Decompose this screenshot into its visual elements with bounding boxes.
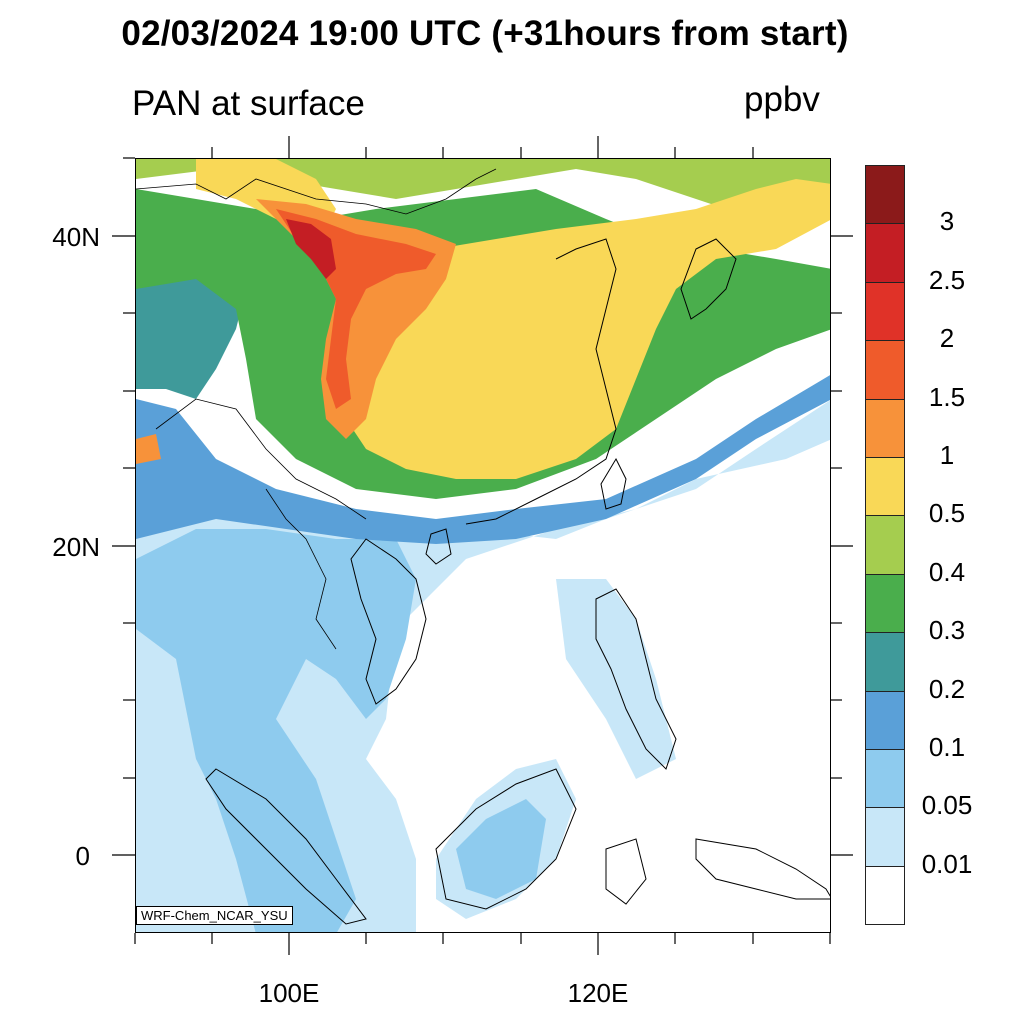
legend-swatch — [865, 807, 905, 867]
region-trace — [136, 529, 416, 932]
lat-label-0: 0 — [75, 841, 90, 871]
region-low-moderate — [136, 159, 830, 219]
legend-swatch — [865, 749, 905, 809]
country-borders — [136, 168, 497, 650]
lon-label-100e: 100E — [258, 978, 320, 1008]
legend-label: 0.1 — [928, 732, 966, 762]
region-elevated-spot — [136, 434, 161, 464]
legend-swatch — [865, 398, 905, 458]
color-legend — [865, 165, 907, 926]
unit-label: ppbv — [744, 80, 820, 119]
lat-label-20n: 20N — [52, 532, 100, 562]
legend-swatch — [865, 457, 905, 517]
legend-swatch — [865, 515, 905, 575]
legend-swatch — [865, 165, 905, 225]
legend-label: 0.4 — [928, 556, 966, 587]
legend-label: 1.5 — [928, 381, 966, 412]
legend-label: 3 — [939, 206, 955, 237]
page-title: 02/03/2024 19:00 UTC (+31hours from star… — [121, 14, 849, 53]
region-very-low — [136, 375, 830, 544]
legend-label: 0.2 — [928, 673, 966, 704]
legend-swatch — [865, 281, 905, 342]
legend-label: 0.01 — [921, 848, 973, 879]
legend-label: 0.5 — [928, 498, 966, 529]
legend-label: 2.5 — [928, 264, 966, 295]
lat-label-40n: 40N — [52, 222, 100, 252]
legend-swatch — [865, 632, 905, 692]
legend-swatch — [865, 223, 905, 283]
legend-swatch — [865, 865, 905, 926]
legend-swatch — [865, 573, 905, 634]
lon-label-120e: 120E — [567, 978, 629, 1008]
region-moderate — [336, 179, 830, 479]
model-credit: WRF-Chem_NCAR_YSU — [136, 906, 293, 925]
region-minimal-philippines — [556, 579, 676, 779]
region-very-high — [286, 219, 336, 279]
region-trace-borneo — [456, 799, 546, 899]
legend-label: 1 — [939, 440, 955, 470]
map-plot — [135, 158, 831, 933]
legend-label: 2 — [939, 323, 955, 354]
coastlines — [205, 238, 830, 925]
legend-swatch — [865, 340, 905, 400]
legend-label: 0.3 — [928, 615, 966, 646]
legend-label: 0.05 — [921, 790, 973, 821]
concentration-field — [136, 159, 830, 932]
legend-swatch — [865, 690, 905, 750]
variable-label: PAN at surface — [132, 84, 365, 123]
